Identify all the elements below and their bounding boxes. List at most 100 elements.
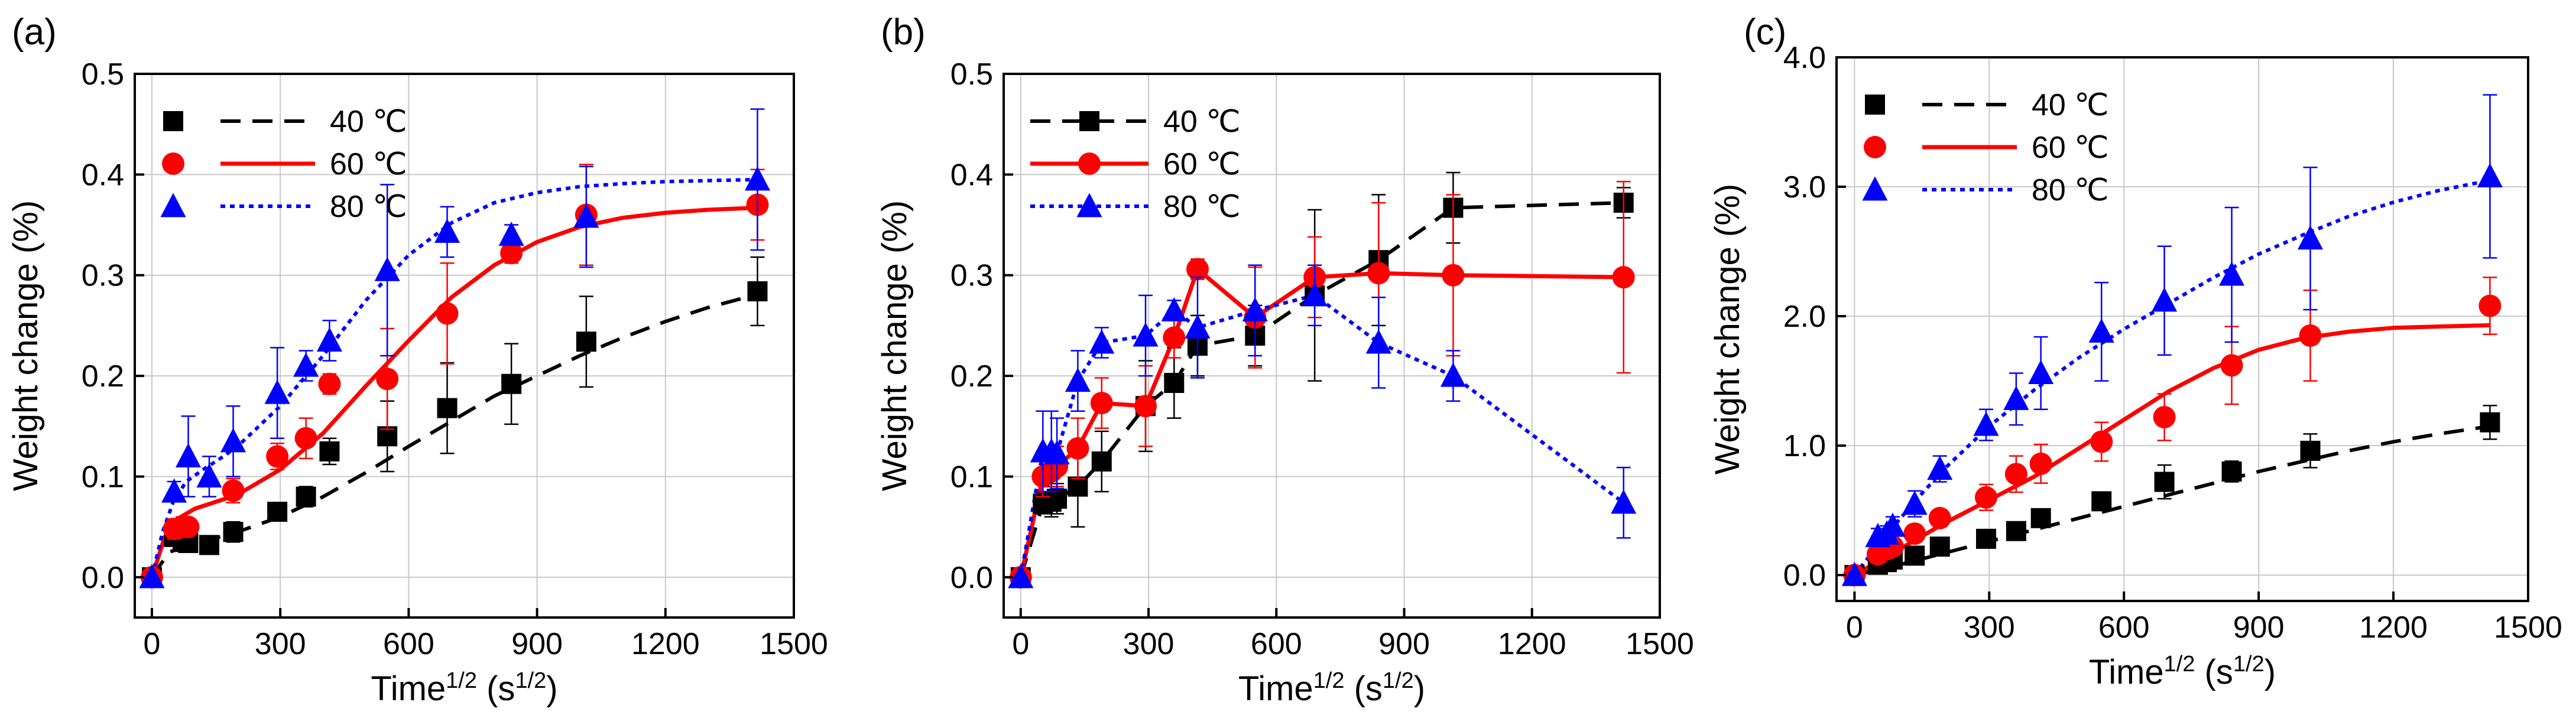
data-point	[1242, 297, 1268, 321]
y-tick-label: 2.0	[1783, 300, 1826, 334]
data-point	[1442, 264, 1465, 287]
data-point	[175, 443, 202, 467]
panel-label: (a)	[12, 12, 57, 53]
y-tick-label: 0.3	[950, 259, 993, 293]
x-tick-label: 900	[511, 627, 563, 661]
legend-label: 40 ℃	[1163, 105, 1241, 139]
data-point	[2003, 385, 2029, 410]
x-tick-label: 900	[1378, 627, 1430, 661]
y-tick-label: 0.5	[82, 57, 124, 92]
y-tick-label: 0.2	[82, 359, 124, 394]
data-point	[747, 281, 768, 301]
x-axis-title: Time1/2 (s1/2)	[1238, 668, 1425, 708]
x-tick-label: 0	[1846, 610, 1863, 645]
data-point	[1929, 537, 1950, 557]
legend-label: 80 ℃	[330, 190, 407, 224]
y-tick-label: 0.4	[950, 158, 993, 192]
series-line-1	[1854, 424, 2490, 577]
data-point	[2030, 508, 2051, 528]
x-tick-label: 300	[255, 627, 306, 661]
series-line-2	[1018, 267, 1624, 578]
data-point	[1134, 395, 1157, 418]
data-point	[501, 373, 522, 394]
data-point	[2221, 461, 2242, 482]
y-tick-label: 0.5	[950, 57, 993, 92]
data-point	[376, 368, 399, 391]
data-point	[319, 441, 340, 462]
data-point	[1365, 329, 1391, 354]
data-point	[2478, 294, 2502, 317]
legend-marker	[1865, 95, 1885, 115]
data-point	[267, 502, 288, 522]
y-tick-label: 0.0	[82, 561, 124, 595]
y-tick-label: 0.4	[82, 158, 124, 192]
x-tick-label: 900	[2233, 610, 2285, 645]
data-point	[2480, 412, 2500, 433]
data-point	[2154, 472, 2175, 492]
data-point	[1841, 561, 1867, 586]
plot-frame	[134, 73, 795, 619]
data-point	[436, 302, 459, 325]
data-point	[1133, 322, 1159, 347]
data-point	[1186, 258, 1209, 281]
chart-panel-1: 0 300 600 900 1200 1500 0.0 0.1 0.2 0.3 0.4 0.5 Time…	[7, 12, 828, 708]
data-point	[1902, 490, 1928, 515]
data-point	[2152, 287, 2178, 312]
data-point	[2297, 225, 2324, 250]
data-point	[1367, 262, 1390, 285]
data-point	[1928, 506, 1951, 529]
data-point	[1611, 489, 1637, 514]
series-line-3	[1853, 178, 2490, 577]
data-point	[220, 428, 246, 453]
legend-marker	[160, 193, 186, 217]
data-point	[316, 327, 342, 352]
data-point	[576, 332, 596, 352]
x-tick-label: 0	[144, 627, 161, 661]
y-axis-title: Weight change (%)	[1708, 184, 1747, 474]
y-axis-title: Weight change (%)	[7, 200, 45, 491]
legend-label: 60 ℃	[1163, 147, 1241, 181]
y-tick-label: 0.1	[82, 460, 124, 494]
x-tick-label: 0	[1012, 627, 1029, 661]
x-tick-label: 300	[1123, 627, 1175, 661]
data-point	[1440, 362, 1466, 387]
data-point	[1065, 368, 1091, 392]
y-tick-label: 0.0	[950, 561, 993, 595]
data-point	[2153, 405, 2176, 428]
data-point	[2004, 463, 2027, 486]
data-point	[2300, 440, 2321, 461]
legend-marker	[162, 152, 184, 175]
x-tick-label: 300	[1964, 610, 2015, 645]
data-point	[177, 515, 200, 538]
x-tick-label: 600	[383, 627, 434, 661]
plot-frame	[1835, 56, 2529, 602]
data-point	[434, 218, 460, 243]
data-point	[437, 398, 458, 418]
data-point	[498, 222, 524, 246]
data-point	[196, 463, 222, 488]
legend-label: 40 ℃	[330, 105, 407, 139]
x-tick-label: 1200	[631, 627, 700, 661]
plot-frame	[1003, 73, 1661, 619]
data-point	[573, 203, 599, 228]
x-tick-label: 1200	[2359, 610, 2428, 645]
data-point	[1973, 411, 1999, 436]
data-point	[1090, 392, 1113, 415]
chart-panel-2: 0 300 600 900 1200 1500 0.0 0.1 0.2 0.3 0.4 0.5 Time…	[875, 12, 1694, 708]
data-point	[1903, 522, 1926, 545]
x-tick-label: 1500	[2494, 610, 2562, 645]
data-point	[1163, 326, 1186, 349]
data-point	[296, 486, 316, 507]
legend-label: 80 ℃	[1163, 190, 1241, 224]
x-tick-label: 600	[1251, 627, 1302, 661]
legend-marker	[1079, 111, 1099, 131]
data-point	[222, 479, 245, 502]
y-tick-label: 1.0	[1783, 429, 1826, 463]
y-tick-label: 3.0	[1783, 170, 1826, 204]
data-point	[1008, 564, 1034, 589]
legend-marker	[1864, 136, 1886, 158]
data-point	[318, 372, 341, 395]
data-point	[1974, 486, 1997, 509]
data-point	[1066, 437, 1089, 460]
